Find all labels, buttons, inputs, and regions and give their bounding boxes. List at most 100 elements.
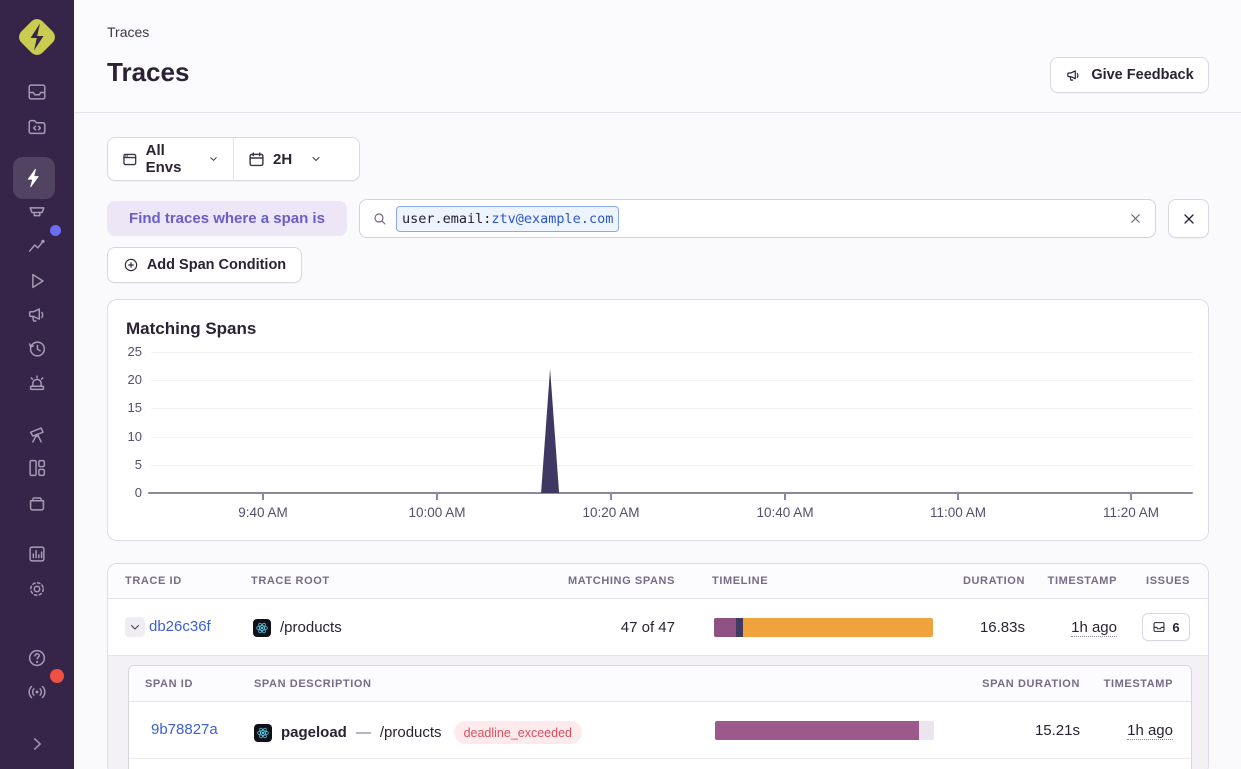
page-title: Traces [107, 57, 190, 87]
sidebar-item-discover[interactable] [16, 417, 58, 453]
sidebar-item-profiling[interactable] [16, 194, 58, 230]
megaphone-icon [1067, 69, 1079, 81]
span-status-badge: deadline_exceeded [453, 721, 582, 744]
gridline [151, 380, 1193, 382]
chart-line-icon [28, 239, 45, 252]
sidebar-item-alerts[interactable] [16, 365, 58, 401]
x-tick-mark [784, 494, 787, 500]
span-timeline-bar[interactable] [715, 721, 934, 740]
environment-filter[interactable]: All Envs [108, 138, 233, 180]
trace-id-link[interactable]: db26c36f [149, 618, 211, 635]
spans-subtable-header: SPAN ID SPAN DESCRIPTION SPAN DURATION T… [129, 666, 1191, 702]
sidebar-item-replays[interactable] [16, 263, 58, 299]
gear-icon [30, 582, 44, 596]
gridline [151, 436, 1193, 438]
sidebar [0, 0, 74, 769]
x-tick-label: 10:20 AM [582, 505, 640, 520]
col-span-duration: SPAN DURATION [982, 678, 1080, 690]
clear-search-icon[interactable] [1128, 211, 1143, 226]
sidebar-item-explore-active[interactable] [13, 157, 55, 199]
filter-divider [233, 138, 234, 180]
span-condition-prefix: Find traces where a span is [107, 201, 347, 236]
sidebar-item-projects[interactable] [16, 109, 58, 145]
col-matching-spans: MATCHING SPANS [568, 575, 675, 587]
y-tick-label: 25 [127, 344, 142, 359]
col-span-description: SPAN DESCRIPTION [254, 678, 372, 690]
span-target: /products [379, 724, 442, 741]
span-condition-search[interactable]: user.email: ztv@example.com [359, 199, 1156, 238]
inbox-icon [28, 84, 46, 100]
megaphone-icon [28, 308, 44, 322]
clock-history-icon [28, 341, 46, 357]
y-tick-label: 0 [134, 485, 142, 500]
traces-table: TRACE ID TRACE ROOT MATCHING SPANS TIMEL… [107, 563, 1209, 769]
window-icon [123, 153, 137, 165]
projector-icon [29, 207, 45, 217]
timeline-segment [715, 721, 919, 740]
breadcrumb[interactable]: Traces [107, 24, 150, 40]
trace-issues-count: 6 [1172, 619, 1180, 635]
sidebar-item-insights[interactable] [16, 225, 61, 264]
chevron-down-icon [210, 157, 217, 161]
notification-dot-red [50, 669, 64, 683]
x-tick-mark [610, 494, 613, 500]
col-trace-id: TRACE ID [125, 575, 182, 587]
col-span-id: SPAN ID [145, 678, 194, 690]
x-tick-mark [957, 494, 960, 500]
timeline-segment [735, 618, 743, 637]
sidebar-item-feedback[interactable] [16, 297, 58, 333]
inbox-icon [1153, 622, 1165, 632]
sidebar-item-dashboards[interactable] [16, 450, 58, 486]
chevron-down-icon [312, 156, 320, 162]
span-timestamp[interactable]: 1h ago [1127, 722, 1173, 740]
trace-duration: 16.83s [979, 619, 1025, 636]
traces-table-header: TRACE ID TRACE ROOT MATCHING SPANS TIMEL… [108, 564, 1208, 599]
timeline-segment [742, 618, 933, 637]
sidebar-item-stats[interactable] [16, 536, 58, 572]
trace-root-label: /products [280, 619, 342, 636]
matching-spans-panel: Matching Spans 0 5 10 15 20 25 9:40 AM 10:00 A… [107, 299, 1209, 541]
x-tick-mark [262, 494, 264, 500]
spike-area-series [541, 368, 560, 493]
span-description: pageload — /products deadline_exceeded [254, 721, 582, 744]
play-icon [32, 273, 44, 289]
give-feedback-label: Give Feedback [1091, 67, 1194, 83]
sidebar-item-releases[interactable] [16, 331, 58, 367]
col-trace-root: TRACE ROOT [251, 575, 330, 587]
sidebar-collapse-toggle[interactable] [16, 726, 58, 762]
give-feedback-button[interactable]: Give Feedback [1050, 57, 1209, 93]
search-filter-token[interactable]: user.email: ztv@example.com [396, 205, 620, 232]
telescope-icon [29, 427, 44, 443]
y-tick-label: 10 [127, 428, 142, 444]
gridline [151, 408, 1193, 410]
time-range-filter[interactable]: 2H [234, 138, 359, 180]
gridline [151, 352, 1193, 353]
sidebar-item-issues[interactable] [16, 74, 58, 110]
timeline-segment [714, 618, 736, 637]
col-issues: ISSUES [1146, 575, 1190, 587]
span-id-link[interactable]: 9b78827a [151, 721, 218, 738]
expanded-trace-section: SPAN ID SPAN DESCRIPTION SPAN DURATION T… [108, 656, 1208, 769]
chevron-down-icon [131, 625, 139, 630]
sidebar-item-whats-new[interactable] [16, 669, 64, 710]
chart-x-axis-line [148, 492, 1193, 494]
lightning-icon [27, 168, 39, 188]
sentry-logo[interactable] [14, 14, 60, 60]
react-platform-icon [254, 723, 272, 742]
sidebar-item-settings[interactable] [16, 571, 58, 607]
chart-y-axis: 0 5 10 15 20 25 [108, 344, 144, 500]
trace-timestamp[interactable]: 1h ago [1071, 619, 1117, 637]
x-tick-mark [436, 494, 439, 500]
x-tick-label: 11:00 AM [929, 505, 987, 520]
remove-condition-button[interactable] [1168, 199, 1209, 238]
trace-timeline-bar[interactable] [714, 618, 933, 637]
add-span-condition-button[interactable]: Add Span Condition [107, 247, 302, 283]
sidebar-item-help[interactable] [16, 640, 58, 676]
sidebar-item-crons[interactable] [16, 485, 58, 521]
trace-issues-button[interactable]: 6 [1142, 613, 1190, 641]
environment-filter-label: All Envs [145, 142, 182, 176]
add-span-condition-label: Add Span Condition [146, 257, 287, 273]
collapse-trace-button[interactable] [125, 617, 145, 637]
time-range-label: 2H [273, 150, 293, 168]
